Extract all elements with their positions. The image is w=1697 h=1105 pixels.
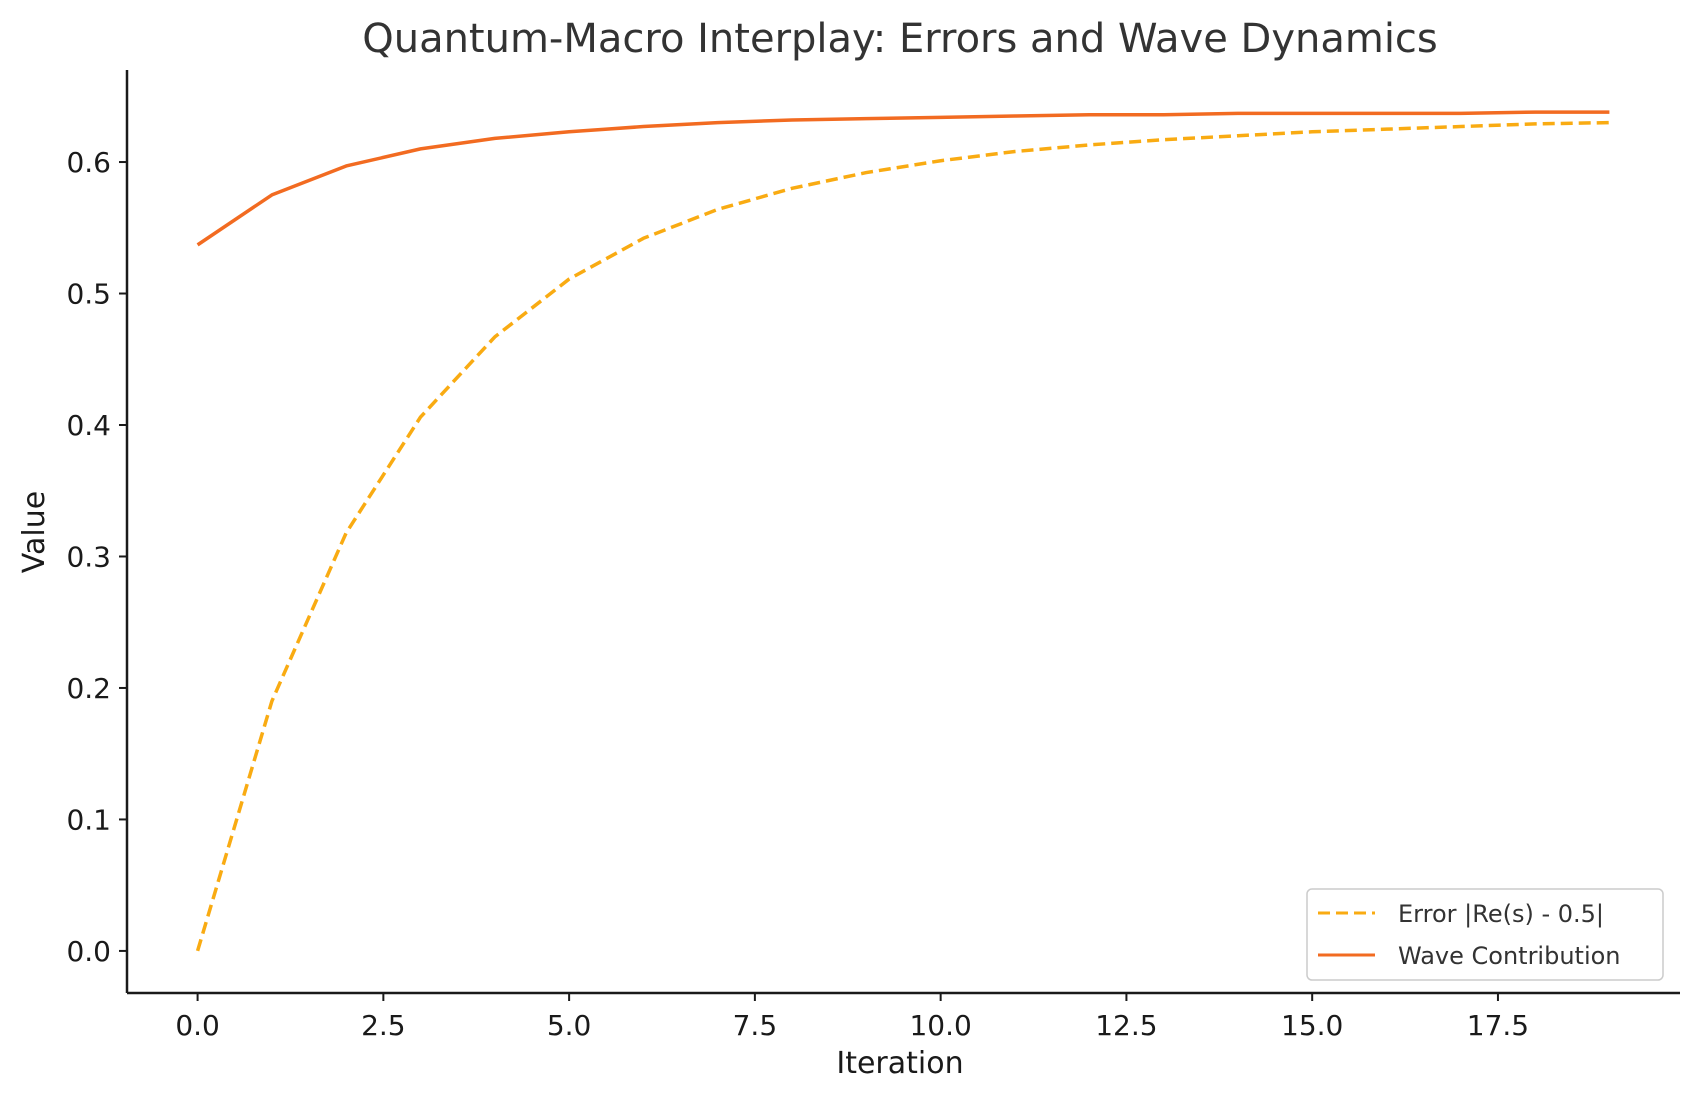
x-tick-label: 2.5 xyxy=(361,1009,406,1042)
x-axis-ticks: 0.0 2.5 5.0 7.5 10.0 12.5 15.0 17.5 xyxy=(175,993,1529,1042)
x-tick-label: 7.5 xyxy=(733,1009,778,1042)
chart-title: Quantum-Macro Interplay: Errors and Wave… xyxy=(362,16,1438,62)
legend-label-error: Error |Re(s) - 0.5| xyxy=(1398,900,1604,928)
y-tick-label: 0.1 xyxy=(66,803,111,836)
y-tick-label: 0.6 xyxy=(66,146,111,179)
y-axis-ticks: 0.0 0.1 0.2 0.3 0.4 0.5 0.6 xyxy=(66,146,127,968)
y-tick-label: 0.4 xyxy=(66,409,111,442)
x-tick-label: 15.0 xyxy=(1281,1009,1343,1042)
series-lines xyxy=(195,110,1610,952)
series-line-error xyxy=(195,120,1610,952)
x-tick-label: 17.5 xyxy=(1467,1009,1529,1042)
x-axis-label: Iteration xyxy=(836,1046,963,1081)
x-tick-label: 12.5 xyxy=(1095,1009,1157,1042)
y-tick-label: 0.0 xyxy=(66,935,111,968)
x-tick-label: 5.0 xyxy=(547,1009,592,1042)
y-tick-label: 0.5 xyxy=(66,278,111,311)
legend-box xyxy=(1306,888,1664,981)
x-tick-label: 0.0 xyxy=(175,1009,220,1042)
x-tick-label: 10.0 xyxy=(909,1009,971,1042)
legend: Error |Re(s) - 0.5| Wave Contribution xyxy=(1306,888,1664,981)
axes xyxy=(125,70,1680,995)
series-line-wave xyxy=(196,110,1610,247)
y-axis-label: Value xyxy=(17,491,52,573)
legend-label-wave: Wave Contribution xyxy=(1398,942,1621,970)
y-tick-label: 0.2 xyxy=(66,672,111,705)
y-tick-label: 0.3 xyxy=(66,540,111,573)
